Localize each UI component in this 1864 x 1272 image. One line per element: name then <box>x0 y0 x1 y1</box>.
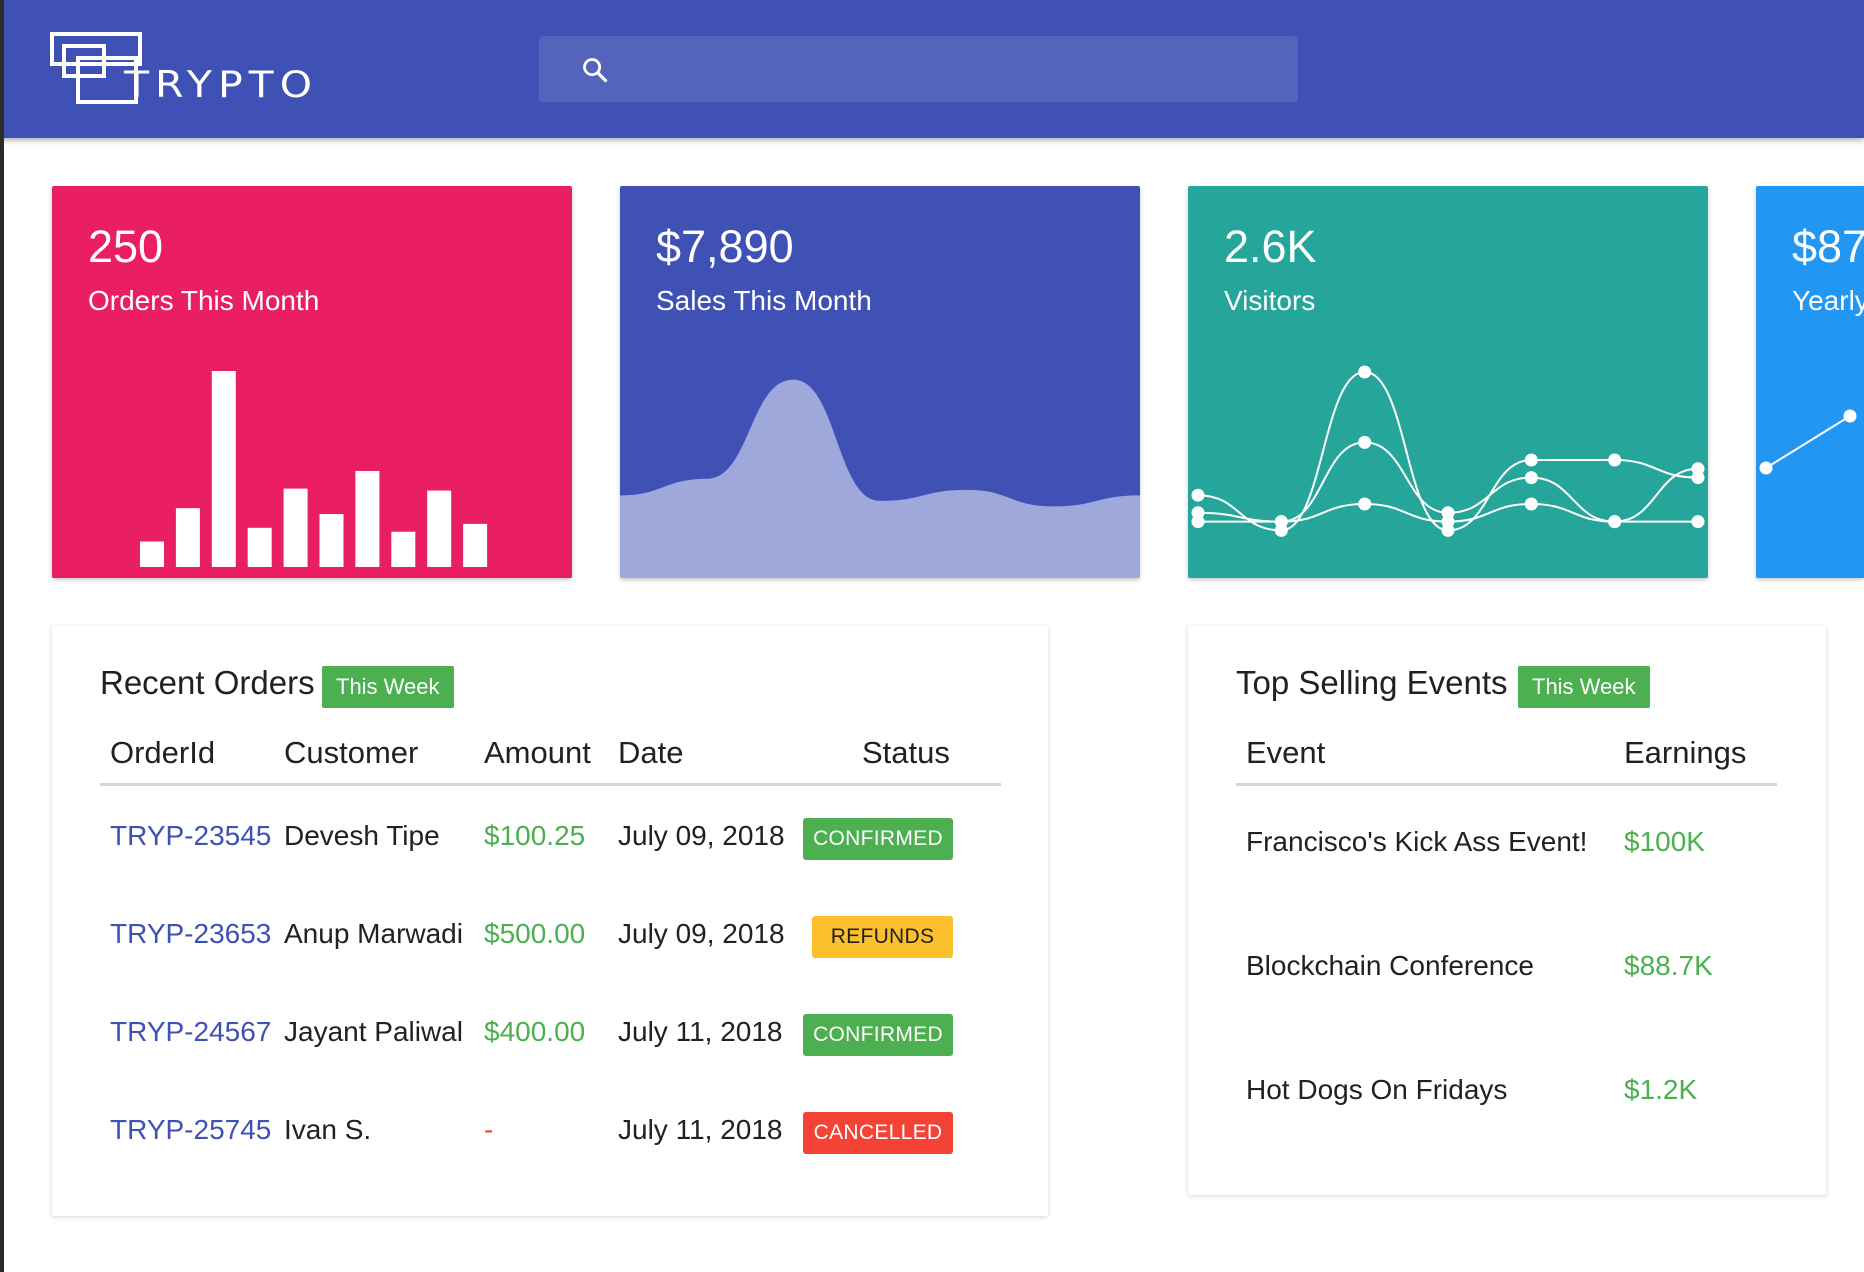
visitors-point <box>1274 515 1288 529</box>
panel-title: Recent Orders <box>100 664 315 701</box>
visitors-point <box>1524 471 1538 485</box>
column-header-event[interactable]: Event <box>1246 735 1326 770</box>
stat-label: Yearly <box>1792 285 1864 316</box>
order-amount: $100.25 <box>484 820 586 851</box>
header-divider <box>1236 783 1777 786</box>
order-date: July 11, 2018 <box>618 1114 783 1145</box>
visitors-line-chart <box>1191 365 1705 537</box>
order-amount: $400.00 <box>484 1016 586 1047</box>
stat-value: $7,890 <box>656 221 794 272</box>
top-events-panel: Top Selling Events This Week Event Earni… <box>1188 626 1826 1195</box>
window-edge <box>0 0 4 1272</box>
stat-value: 2.6K <box>1224 221 1317 272</box>
orders-bar <box>463 523 488 567</box>
orders-bar-chart <box>140 371 488 567</box>
stat-card-yearly[interactable]: $87 Yearly <box>1756 186 1864 578</box>
order-id-link[interactable]: TRYP-25745 <box>110 1114 272 1145</box>
orders-bar <box>247 527 272 567</box>
column-header-status[interactable]: Status <box>862 735 950 770</box>
visitors-point <box>1608 515 1622 529</box>
visitors-point <box>1441 515 1455 529</box>
visitors-point <box>1191 488 1205 502</box>
status-badge: REFUNDS <box>812 916 953 958</box>
stat-card-orders[interactable]: 250 Orders This Month <box>52 186 572 578</box>
yearly-series-line <box>1765 415 1851 469</box>
orders-bar <box>391 531 416 567</box>
order-date: July 09, 2018 <box>618 820 785 851</box>
sales-area <box>620 379 1140 578</box>
trypto-logo-icon <box>50 32 142 104</box>
column-header-order-id[interactable]: OrderId <box>110 735 216 770</box>
stat-value: $87 <box>1792 221 1864 272</box>
order-id-link[interactable]: TRYP-24567 <box>110 1016 272 1047</box>
visitors-point <box>1524 497 1538 511</box>
column-header-date[interactable]: Date <box>618 735 684 770</box>
order-date: July 11, 2018 <box>618 1016 783 1047</box>
customer-name: Anup Marwadi <box>284 918 463 949</box>
customer-name: Devesh Tipe <box>284 820 440 851</box>
brand-name: TRYPTO <box>124 63 318 106</box>
yearly-point <box>1759 461 1773 475</box>
event-earnings: $1.2K <box>1624 1074 1698 1105</box>
status-badge: CONFIRMED <box>803 1014 953 1056</box>
event-earnings: $100K <box>1624 826 1705 857</box>
order-id-link[interactable]: TRYP-23653 <box>110 918 272 949</box>
stat-card-sales[interactable]: $7,890 Sales This Month <box>620 186 1140 578</box>
yearly-point <box>1843 409 1857 423</box>
panel-title: Top Selling Events <box>1236 664 1508 701</box>
time-range-badge: This Week <box>1518 666 1650 708</box>
status-badge: CONFIRMED <box>803 818 953 860</box>
visitors-point <box>1358 365 1372 379</box>
stat-label: Visitors <box>1224 285 1316 316</box>
orders-bar <box>427 490 452 567</box>
orders-bar <box>283 488 308 567</box>
orders-bar <box>355 470 380 567</box>
visitors-point <box>1358 497 1372 511</box>
orders-bar <box>140 541 164 567</box>
column-header-customer[interactable]: Customer <box>284 735 419 770</box>
orders-bar <box>211 371 236 567</box>
column-header-amount[interactable]: Amount <box>484 735 591 770</box>
order-date: July 09, 2018 <box>618 918 785 949</box>
order-amount: $500.00 <box>484 918 586 949</box>
stat-card-visitors[interactable]: 2.6K Visitors <box>1188 186 1708 578</box>
header-divider <box>100 783 1001 786</box>
visitors-point <box>1691 515 1705 529</box>
orders-bar <box>319 514 344 567</box>
visitors-point <box>1608 453 1622 467</box>
stat-label: Sales This Month <box>656 285 872 316</box>
event-earnings: $88.7K <box>1624 950 1713 981</box>
column-header-earnings[interactable]: Earnings <box>1624 735 1747 770</box>
status-badge: CANCELLED <box>803 1112 953 1154</box>
stat-value: 250 <box>88 221 164 272</box>
event-name: Francisco's Kick Ass Event! <box>1246 826 1588 857</box>
recent-orders-panel: Recent Orders This Week OrderId Customer… <box>52 626 1048 1216</box>
event-name: Hot Dogs On Fridays <box>1246 1074 1508 1105</box>
orders-bar <box>175 508 200 567</box>
app-bar: TRYPTO <box>0 0 1864 138</box>
visitors-point <box>1524 453 1538 467</box>
customer-name: Jayant Paliwal <box>284 1016 463 1047</box>
yearly-line-chart <box>1759 409 1857 475</box>
time-range-badge: This Week <box>322 666 454 708</box>
visitors-point <box>1191 506 1205 520</box>
event-name: Blockchain Conference <box>1246 950 1534 981</box>
sales-area-chart <box>620 379 1140 578</box>
visitors-point <box>1358 435 1372 449</box>
customer-name: Ivan S. <box>284 1114 372 1145</box>
search-bar[interactable] <box>539 36 1298 102</box>
search-icon <box>583 58 608 83</box>
order-amount: - <box>484 1114 494 1145</box>
visitors-point <box>1691 462 1705 476</box>
stat-label: Orders This Month <box>88 285 320 316</box>
order-id-link[interactable]: TRYP-23545 <box>110 820 272 851</box>
